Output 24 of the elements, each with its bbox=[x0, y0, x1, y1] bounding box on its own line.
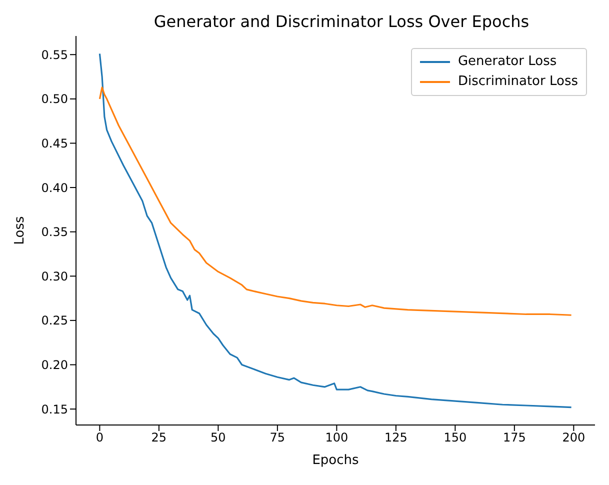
y-tick-label: 0.45 bbox=[41, 136, 68, 150]
y-tick-label: 0.35 bbox=[41, 225, 68, 240]
x-tick-label: 100 bbox=[325, 430, 348, 445]
y-axis-title: Loss bbox=[12, 216, 28, 245]
x-tick-label: 75 bbox=[270, 430, 286, 445]
legend-label: Discriminator Loss bbox=[458, 73, 578, 91]
x-tick-label: 50 bbox=[210, 430, 226, 445]
legend-label: Generator Loss bbox=[458, 53, 557, 71]
y-tick-label: 0.55 bbox=[41, 48, 68, 62]
y-tick-label: 0.30 bbox=[41, 269, 68, 284]
x-tick-label: 25 bbox=[151, 430, 167, 445]
x-tick-label: 0 bbox=[96, 430, 104, 445]
y-tick-label: 0.15 bbox=[41, 402, 68, 416]
chart-title: Generator and Discriminator Loss Over Epochs bbox=[152, 12, 530, 31]
x-tick-label: 175 bbox=[502, 430, 526, 445]
x-axis-title: Epochs bbox=[312, 453, 360, 468]
y-tick-label: 0.40 bbox=[41, 180, 68, 195]
line-series bbox=[98, 86, 572, 316]
x-tick-label: 125 bbox=[384, 430, 408, 445]
x-tick-label: 200 bbox=[562, 430, 586, 445]
x-tick-label: 150 bbox=[444, 430, 467, 445]
y-tick-label: 0.50 bbox=[41, 92, 68, 106]
y-tick-label: 0.20 bbox=[41, 358, 68, 372]
y-tick-label: 0.25 bbox=[41, 314, 68, 328]
